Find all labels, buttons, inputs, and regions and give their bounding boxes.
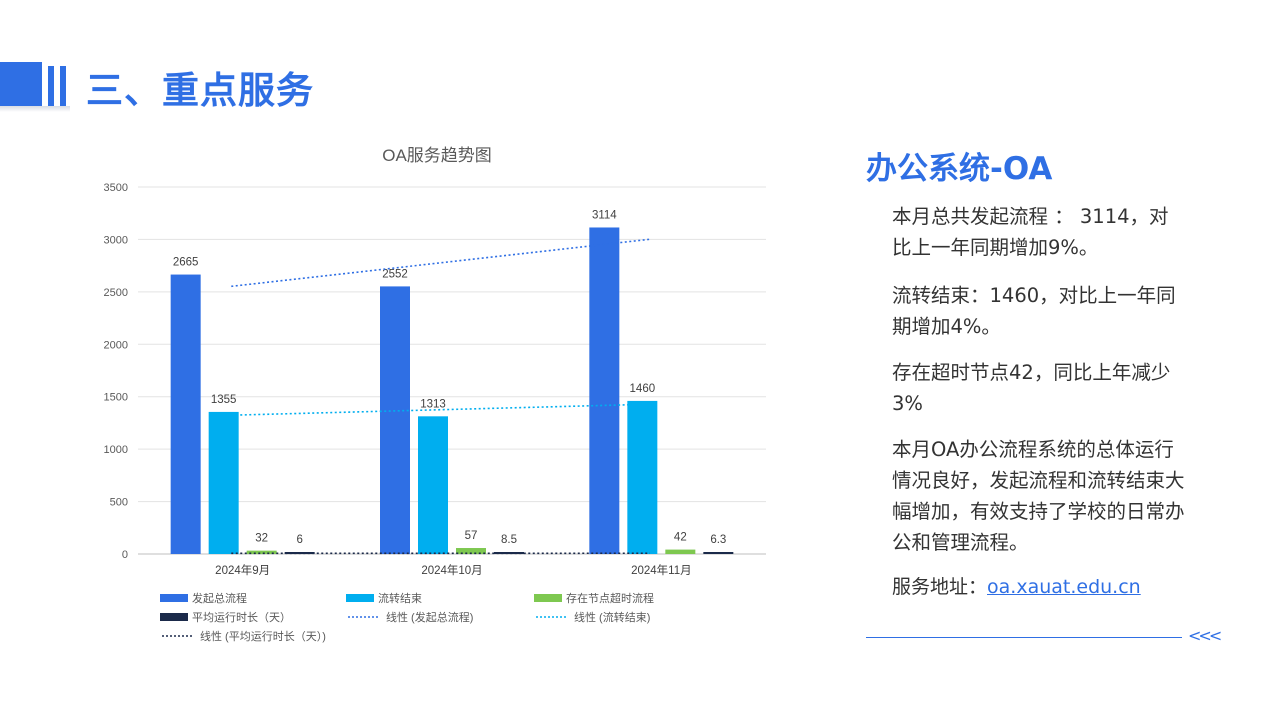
service-address-label: 服务地址： <box>892 576 988 598</box>
legend-label: 线性 (平均运行时长（天）) <box>200 629 326 643</box>
bar <box>494 552 524 554</box>
oa-trend-chart: OA服务趋势图 0 500 1000 1500 2000 2500 3000 3500 2024年… <box>104 146 766 643</box>
legend-label: 线性 (流转结束) <box>574 610 650 624</box>
data-label: 1355 <box>211 394 237 406</box>
y-tick-label: 1000 <box>104 444 128 456</box>
bar <box>703 552 734 554</box>
header-accent-bar <box>60 66 66 106</box>
header-accent-shadow <box>0 106 70 112</box>
bar <box>246 550 277 554</box>
summary-paragraph-initiated: 本月总共发起流程 ： 3114，对比上一年同期增加9%。 <box>892 205 1169 259</box>
y-tick-label: 2000 <box>104 339 128 351</box>
legend-label: 流转结束 <box>378 591 422 605</box>
bar <box>380 286 410 554</box>
chart-title: OA服务趋势图 <box>382 146 492 165</box>
data-label: 8.5 <box>501 534 517 546</box>
y-tick-label: 500 <box>110 497 128 509</box>
bar <box>665 549 696 554</box>
y-tick-label: 3500 <box>104 182 128 194</box>
footer-rule <box>866 637 1182 638</box>
data-label: 42 <box>674 532 687 544</box>
bar <box>418 416 448 554</box>
data-label: 1460 <box>630 383 656 395</box>
service-address-link[interactable]: oa.xauat.edu.cn <box>987 576 1141 598</box>
side-title: 办公系统-OA <box>866 151 1053 187</box>
y-tick-label: 2500 <box>104 287 128 299</box>
legend-label: 发起总流程 <box>192 591 247 605</box>
legend-swatch <box>160 613 188 621</box>
data-label: 57 <box>465 530 478 542</box>
service-address: 服务地址：oa.xauat.edu.cn <box>892 572 1141 599</box>
y-tick-label: 1500 <box>104 392 128 404</box>
header-accent-block <box>0 62 42 106</box>
page-title: 三、重点服务 <box>86 69 314 112</box>
bar <box>589 227 620 554</box>
legend-swatch <box>534 594 562 602</box>
data-label: 1313 <box>420 398 446 410</box>
chevrons-left-icon: <<< <box>1188 626 1222 645</box>
legend-label: 存在节点超时流程 <box>566 591 654 605</box>
x-tick-label: 2024年10月 <box>421 563 482 577</box>
bar <box>627 400 658 554</box>
y-tick-label: 0 <box>122 549 128 561</box>
header-accent-bar <box>48 66 54 106</box>
data-label: 6 <box>296 534 302 546</box>
y-tick-label: 3000 <box>104 234 128 246</box>
legend-swatch <box>346 594 374 602</box>
x-tick-label: 2024年9月 <box>215 563 270 577</box>
bar <box>170 274 201 554</box>
legend-label: 线性 (发起总流程) <box>386 610 473 624</box>
data-label: 6.3 <box>710 534 726 546</box>
legend-swatch <box>160 594 188 602</box>
legend-label: 平均运行时长（天） <box>192 611 291 624</box>
data-label: 32 <box>255 533 268 545</box>
data-label: 2552 <box>382 268 408 280</box>
summary-paragraph-timeout: 存在超时节点42，同比上年减少3% <box>892 361 1171 415</box>
x-tick-label: 2024年11月 <box>631 563 692 577</box>
summary-paragraph-completed: 流转结束：1460，对比上一年同期增加4%。 <box>892 284 1176 338</box>
bar <box>208 411 239 554</box>
data-label: 2665 <box>173 257 199 269</box>
trendline <box>231 238 651 288</box>
bar <box>456 548 486 554</box>
summary-paragraph-overall: 本月OA办公流程系统的总体运行情况良好，发起流程和流转结束大幅增加，有效支持了学… <box>892 438 1185 554</box>
data-label: 3114 <box>592 209 617 221</box>
